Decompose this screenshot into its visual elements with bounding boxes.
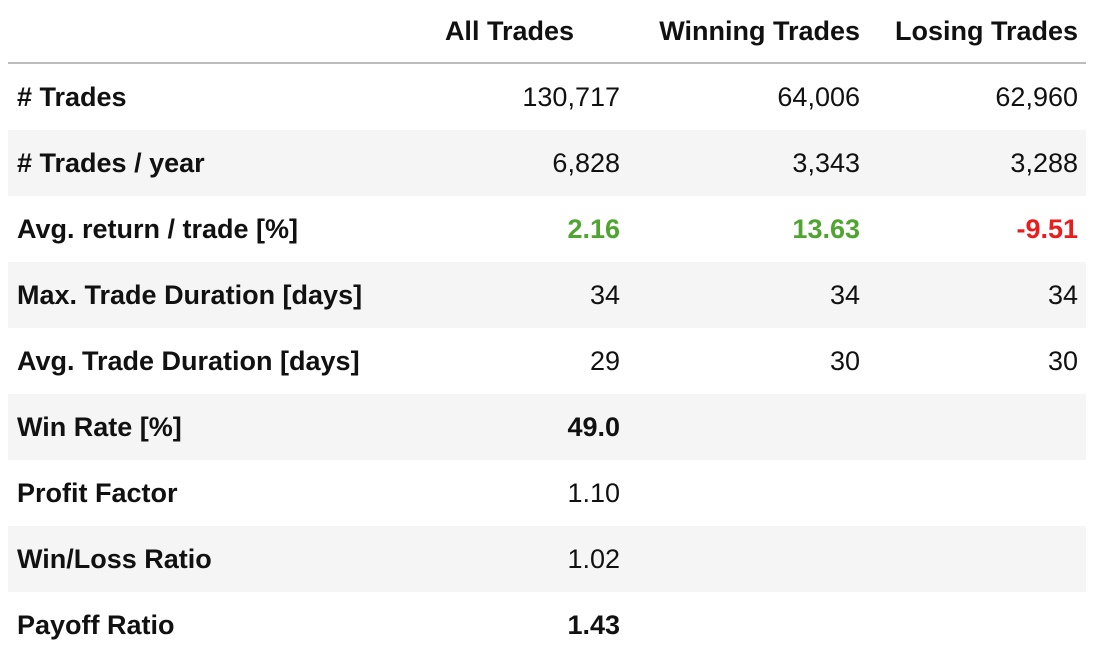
cell-value: 6,828 <box>552 148 620 178</box>
cell-value: 3,288 <box>1010 148 1078 178</box>
row-label: Payoff Ratio <box>17 610 175 640</box>
cell-value: 29 <box>589 346 620 376</box>
cell-value: 49.0 <box>567 412 620 442</box>
cell-value: 62,960 <box>995 82 1078 112</box>
cell-value: -9.51 <box>1016 214 1078 244</box>
column-header: Winning Trades <box>659 16 860 46</box>
column-header: Losing Trades <box>894 16 1078 46</box>
row-stripe <box>8 394 1086 460</box>
row-label: Win/Loss Ratio <box>17 544 212 574</box>
row-stripe <box>8 130 1086 196</box>
row-label: Avg. return / trade [%] <box>17 214 299 244</box>
cell-value: 1.43 <box>567 610 620 640</box>
cell-value: 34 <box>589 280 620 310</box>
cell-value: 1.02 <box>567 544 620 574</box>
cell-value: 30 <box>1047 346 1078 376</box>
row-label: Profit Factor <box>17 478 178 508</box>
row-label: Win Rate [%] <box>17 412 182 442</box>
cell-value: 30 <box>829 346 860 376</box>
cell-value: 64,006 <box>777 82 860 112</box>
row-label: Avg. Trade Duration [days] <box>17 346 360 376</box>
cell-value: 1.10 <box>567 478 620 508</box>
cell-value: 2.16 <box>567 214 620 244</box>
row-stripe <box>8 526 1086 592</box>
cell-value: 130,717 <box>522 82 620 112</box>
cell-value: 34 <box>1047 280 1078 310</box>
row-label: Max. Trade Duration [days] <box>17 280 363 310</box>
cell-value: 13.63 <box>792 214 860 244</box>
row-stripe <box>8 262 1086 328</box>
cell-value: 3,343 <box>792 148 860 178</box>
column-header: All Trades <box>444 16 574 46</box>
cell-value: 34 <box>829 280 860 310</box>
row-label: # Trades / year <box>17 148 205 178</box>
row-label: # Trades <box>17 82 127 112</box>
header-rule <box>8 62 1086 64</box>
